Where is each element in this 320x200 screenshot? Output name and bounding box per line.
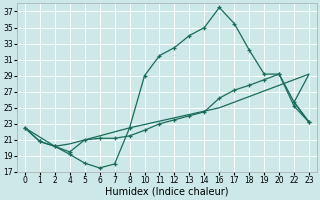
X-axis label: Humidex (Indice chaleur): Humidex (Indice chaleur) [105, 187, 229, 197]
